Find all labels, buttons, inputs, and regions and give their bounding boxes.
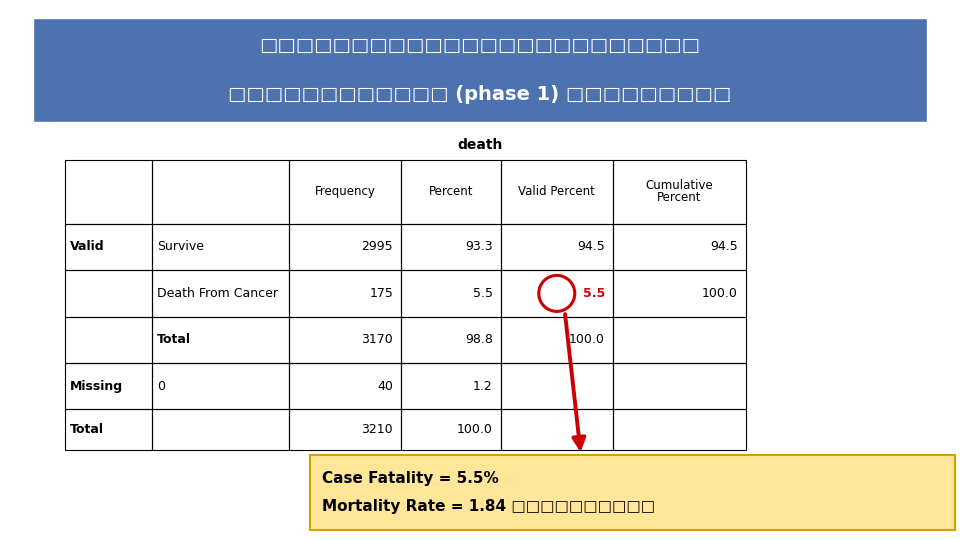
- Text: 5.5: 5.5: [472, 287, 492, 300]
- Bar: [152, 160, 289, 224]
- Bar: [65, 363, 152, 409]
- Text: Valid: Valid: [70, 240, 105, 253]
- Bar: [612, 224, 746, 270]
- Text: 5.5: 5.5: [583, 287, 605, 300]
- Text: Case Fatality = 5.5%: Case Fatality = 5.5%: [322, 471, 499, 487]
- Text: death: death: [457, 138, 503, 152]
- Bar: [401, 270, 501, 316]
- Text: 3170: 3170: [361, 333, 394, 346]
- Text: 100.0: 100.0: [702, 287, 737, 300]
- Bar: [927, 15, 930, 125]
- Text: 2995: 2995: [362, 240, 394, 253]
- Bar: [612, 316, 746, 363]
- Text: 0: 0: [157, 380, 165, 393]
- Bar: [152, 409, 289, 450]
- Bar: [289, 224, 401, 270]
- Text: Percent: Percent: [429, 185, 473, 198]
- Text: Percent: Percent: [657, 191, 702, 205]
- Bar: [65, 316, 152, 363]
- Text: Missing: Missing: [70, 380, 123, 393]
- Text: 3210: 3210: [362, 423, 394, 436]
- Bar: [65, 270, 152, 316]
- Bar: [501, 160, 612, 224]
- Text: Total: Total: [70, 423, 104, 436]
- Bar: [152, 224, 289, 270]
- Bar: [289, 160, 401, 224]
- Bar: [401, 160, 501, 224]
- Text: 94.5: 94.5: [709, 240, 737, 253]
- Bar: [289, 363, 401, 409]
- Text: 94.5: 94.5: [577, 240, 605, 253]
- Bar: [65, 409, 152, 450]
- Bar: [65, 160, 152, 224]
- Bar: [501, 363, 612, 409]
- Bar: [612, 363, 746, 409]
- FancyBboxPatch shape: [310, 455, 955, 530]
- Bar: [612, 270, 746, 316]
- Bar: [401, 363, 501, 409]
- Bar: [612, 409, 746, 450]
- Text: Frequency: Frequency: [315, 185, 375, 198]
- Bar: [289, 316, 401, 363]
- Bar: [501, 316, 612, 363]
- Bar: [30, 15, 33, 125]
- Bar: [401, 316, 501, 363]
- Text: 100.0: 100.0: [457, 423, 492, 436]
- Text: 175: 175: [370, 287, 394, 300]
- Text: Total: Total: [157, 333, 191, 346]
- Text: □□□□□□□□□□□□ (phase 1) □□□□□□□□□: □□□□□□□□□□□□ (phase 1) □□□□□□□□□: [228, 85, 732, 104]
- Text: 98.8: 98.8: [465, 333, 492, 346]
- Bar: [152, 363, 289, 409]
- Text: Cumulative: Cumulative: [645, 179, 713, 192]
- Text: 100.0: 100.0: [569, 333, 605, 346]
- Text: □□□□□□□□□□□□□□□□□□□□□□□□: □□□□□□□□□□□□□□□□□□□□□□□□: [259, 36, 701, 55]
- Bar: [501, 224, 612, 270]
- Bar: [152, 270, 289, 316]
- Bar: [30, 122, 930, 125]
- Text: 1.2: 1.2: [473, 380, 492, 393]
- Text: 40: 40: [377, 380, 394, 393]
- Text: 93.3: 93.3: [466, 240, 492, 253]
- Bar: [30, 15, 930, 18]
- Text: Death From Cancer: Death From Cancer: [157, 287, 278, 300]
- Bar: [401, 409, 501, 450]
- Bar: [501, 270, 612, 316]
- Bar: [612, 160, 746, 224]
- Bar: [65, 224, 152, 270]
- Bar: [501, 409, 612, 450]
- Bar: [401, 224, 501, 270]
- Text: Survive: Survive: [157, 240, 204, 253]
- Text: Mortality Rate = 1.84 □□□□□□□□□□: Mortality Rate = 1.84 □□□□□□□□□□: [322, 498, 655, 514]
- Bar: [289, 270, 401, 316]
- Bar: [289, 409, 401, 450]
- FancyBboxPatch shape: [30, 15, 930, 125]
- Text: Valid Percent: Valid Percent: [518, 185, 595, 198]
- Bar: [152, 316, 289, 363]
